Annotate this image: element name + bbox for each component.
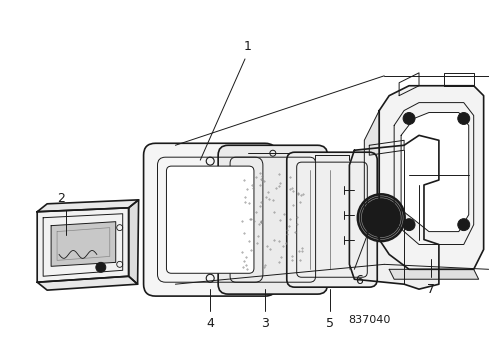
FancyBboxPatch shape xyxy=(144,143,277,296)
Polygon shape xyxy=(37,276,138,290)
Text: 4: 4 xyxy=(206,317,214,330)
Polygon shape xyxy=(51,222,116,266)
Polygon shape xyxy=(37,200,139,212)
Text: 7: 7 xyxy=(427,283,435,296)
Text: 5: 5 xyxy=(325,317,334,330)
Circle shape xyxy=(357,194,405,242)
Text: 2: 2 xyxy=(57,192,65,205)
Polygon shape xyxy=(37,208,129,282)
Circle shape xyxy=(458,113,470,125)
Circle shape xyxy=(403,113,415,125)
Polygon shape xyxy=(129,200,139,284)
Circle shape xyxy=(96,262,106,272)
Polygon shape xyxy=(369,140,404,155)
Text: 1: 1 xyxy=(244,40,252,53)
Polygon shape xyxy=(401,113,469,231)
Polygon shape xyxy=(389,269,479,279)
Circle shape xyxy=(458,219,470,231)
Polygon shape xyxy=(379,86,484,269)
FancyBboxPatch shape xyxy=(287,152,377,287)
Polygon shape xyxy=(349,135,439,289)
FancyBboxPatch shape xyxy=(167,166,254,273)
Text: 3: 3 xyxy=(261,317,269,330)
Circle shape xyxy=(403,219,415,231)
FancyBboxPatch shape xyxy=(218,145,327,294)
Polygon shape xyxy=(365,111,379,239)
Text: 6: 6 xyxy=(355,274,363,287)
Text: 837040: 837040 xyxy=(348,315,391,325)
